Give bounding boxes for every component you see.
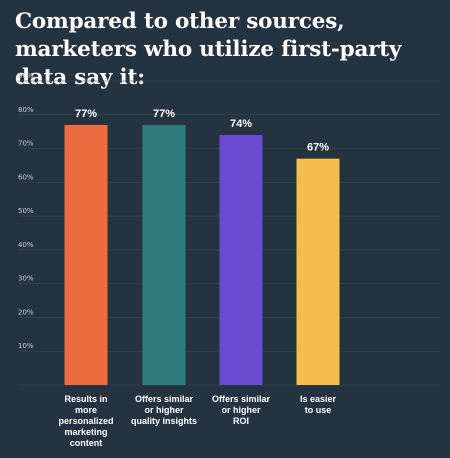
category-label-line: more — [75, 405, 97, 415]
bar — [296, 158, 340, 385]
category-label-line: or higher — [221, 405, 260, 415]
category-label: Results in more personalized marketing conte… — [58, 394, 113, 448]
data-label: 67% — [307, 142, 329, 154]
bar — [142, 124, 186, 386]
y-tick-label: 70% — [18, 140, 34, 148]
y-tick-label: 20% — [18, 308, 34, 316]
category-label-line: personalized — [58, 416, 113, 426]
y-tick-label: 90% — [18, 72, 34, 80]
y-tick-label: 30% — [18, 275, 34, 283]
y-tick-label: 40% — [18, 241, 34, 249]
data-label: 77% — [153, 108, 175, 120]
y-tick-label: 80% — [18, 106, 34, 114]
data-label: 74% — [230, 118, 252, 130]
category-label-line: Offers similar — [212, 394, 271, 404]
y-tick-label: 50% — [18, 207, 34, 215]
bar — [64, 124, 108, 386]
chart-title: Compared to other sources, marketers who… — [15, 9, 402, 90]
category-label-line: to use — [305, 405, 332, 415]
category-label-line: quality insights — [131, 416, 197, 426]
category-label-line: marketing — [64, 427, 107, 437]
data-label: 77% — [75, 108, 97, 120]
category-label-line: Is easier — [300, 394, 337, 404]
y-tick-label: 60% — [18, 173, 34, 181]
category-label-line: Offers similar — [135, 394, 194, 404]
category-label: Offers similar or higher ROI — [212, 394, 271, 426]
category-label-line: Results in — [64, 394, 107, 404]
category-label: Offers similar or higher quality insights — [131, 394, 197, 426]
category-label-line: or higher — [144, 405, 183, 415]
y-tick-label: 10% — [18, 342, 34, 350]
category-label-line: ROI — [233, 416, 249, 426]
category-label: Is easier to use — [300, 394, 337, 415]
category-label-line: content — [70, 438, 103, 448]
bar — [219, 135, 263, 385]
